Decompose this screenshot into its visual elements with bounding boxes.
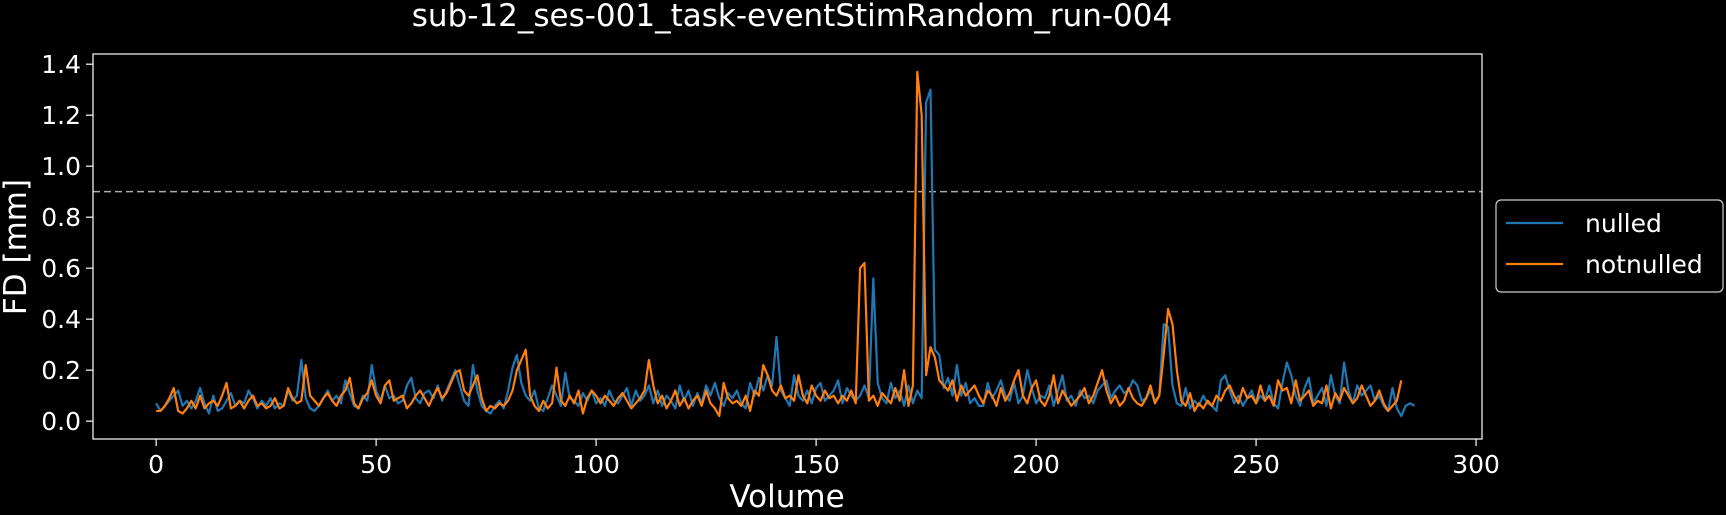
x-tick-label: 250 (1232, 450, 1280, 479)
legend-label-notnulled: notnulled (1585, 250, 1703, 279)
chart-title: sub-12_ses-001_task-eventStimRandom_run-… (412, 0, 1172, 34)
x-tick-label: 300 (1452, 450, 1500, 479)
y-tick-label: 0.2 (41, 356, 81, 385)
series-lines (155, 70, 1416, 418)
axes-frame (92, 53, 1483, 440)
y-axis: 0.0 0.2 0.4 0.6 0.8 1.0 1.2 1.4 (41, 50, 93, 436)
x-tick-label: 150 (792, 450, 840, 479)
plot-area (92, 53, 1483, 440)
series-line-notnulled (156, 70, 1403, 418)
x-tick-label: 0 (148, 450, 164, 479)
y-tick-label: 0.0 (41, 407, 81, 436)
x-tick-label: 50 (360, 450, 392, 479)
y-tick-label: 1.2 (41, 101, 81, 130)
x-tick-label: 200 (1012, 450, 1060, 479)
y-tick-label: 1.0 (41, 152, 81, 181)
y-tick-label: 0.4 (41, 305, 81, 334)
legend: nulled notnulled (1495, 199, 1724, 293)
y-axis-label: FD [mm] (0, 179, 34, 315)
legend-label-nulled: nulled (1585, 209, 1662, 238)
y-tick-label: 1.4 (41, 50, 81, 79)
x-axis-label: Volume (729, 479, 844, 515)
x-tick-label: 100 (572, 450, 620, 479)
x-axis: 0 50 100 150 200 250 300 (148, 439, 1500, 479)
y-tick-label: 0.8 (41, 203, 81, 232)
y-tick-label: 0.6 (41, 254, 81, 283)
